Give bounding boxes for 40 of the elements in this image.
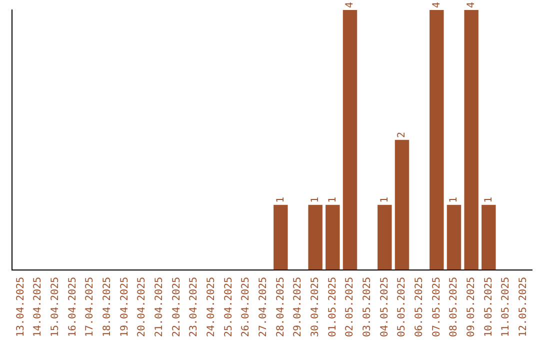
data-label: 1 <box>448 196 460 203</box>
x-tick-label: 18.04.2025 <box>102 276 113 338</box>
x-tick-label: 12.05.2025 <box>518 276 529 338</box>
data-label: 4 <box>466 2 477 8</box>
x-tick-label: 30.04.2025 <box>310 276 321 338</box>
x-tick-label: 17.04.2025 <box>84 276 96 338</box>
x-tick-label: 16.04.2025 <box>67 276 78 338</box>
x-tick-label: 27.04.2025 <box>258 276 269 338</box>
x-tick-label: 08.05.2025 <box>448 276 460 338</box>
x-tick-label: 21.04.2025 <box>154 276 165 338</box>
x-tick-label: 07.05.2025 <box>431 276 442 338</box>
x-tick-label: 13.04.2025 <box>15 276 26 338</box>
x-tick-label: 03.05.2025 <box>362 276 373 338</box>
x-tick-label: 02.05.2025 <box>344 276 356 338</box>
x-tick-label: 20.04.2025 <box>136 276 148 338</box>
x-tick-label: 22.04.2025 <box>171 276 182 338</box>
x-tick-label: 28.04.2025 <box>275 276 286 338</box>
data-label: 2 <box>396 132 408 138</box>
data-label: 4 <box>344 2 356 8</box>
data-label: 1 <box>310 196 321 203</box>
data-label: 4 <box>431 2 442 8</box>
data-label: 1 <box>327 196 338 203</box>
x-tick-label: 15.04.2025 <box>50 276 61 338</box>
x-tick-label: 26.04.2025 <box>240 276 252 338</box>
x-tick-label: 29.04.2025 <box>292 276 304 338</box>
x-tick-label: 09.05.2025 <box>466 276 477 338</box>
x-tick-label: 10.05.2025 <box>483 276 494 338</box>
data-label: 1 <box>379 196 390 203</box>
x-tick-label: 11.05.2025 <box>500 276 512 338</box>
x-tick-label: 01.05.2025 <box>327 276 338 338</box>
data-label: 1 <box>483 196 494 203</box>
x-tick-label: 23.04.2025 <box>188 276 200 338</box>
x-tick-label: 05.05.2025 <box>396 276 408 338</box>
x-tick-label: 04.05.2025 <box>379 276 390 338</box>
x-tick-label: 14.04.2025 <box>32 276 44 338</box>
x-tick-label: 06.05.2025 <box>414 276 425 338</box>
x-tick-label: 25.04.2025 <box>223 276 234 338</box>
data-label: 1 <box>275 196 286 203</box>
x-tick-label: 19.04.2025 <box>119 276 130 338</box>
x-tick-label: 24.04.2025 <box>206 276 217 338</box>
